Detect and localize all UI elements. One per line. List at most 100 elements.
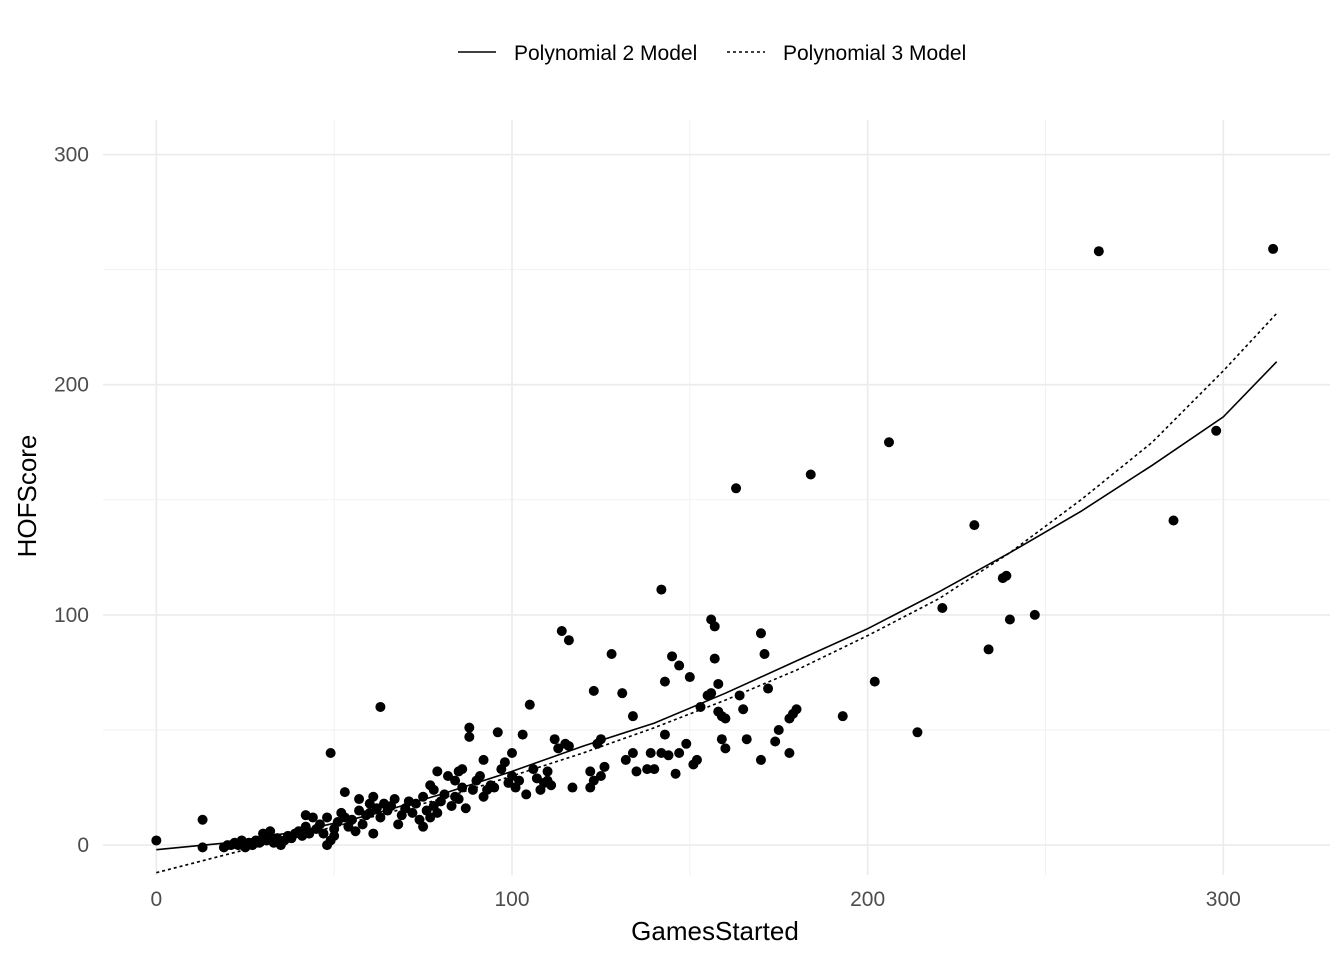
data-point <box>969 520 980 531</box>
data-point <box>642 764 653 775</box>
data-point <box>563 741 574 752</box>
data-point <box>450 775 461 786</box>
data-point <box>521 789 532 800</box>
data-point <box>531 773 542 784</box>
data-point <box>649 764 660 775</box>
legend-label-polynomial-3: Polynomial 3 Model <box>783 42 966 65</box>
data-point <box>432 766 443 777</box>
data-point <box>1001 570 1012 581</box>
data-point <box>684 672 695 683</box>
data-point <box>691 754 702 765</box>
data-point <box>393 819 404 830</box>
data-point <box>670 768 681 779</box>
data-point <box>151 835 162 846</box>
data-point <box>407 807 418 818</box>
data-point <box>595 771 606 782</box>
data-point <box>585 766 596 777</box>
data-point <box>524 699 535 710</box>
data-point <box>549 734 560 745</box>
data-point <box>912 727 923 738</box>
data-point <box>731 483 742 494</box>
data-point <box>667 651 678 662</box>
data-point <box>1029 609 1040 620</box>
data-point <box>453 794 464 805</box>
y-axis-ticks: 0 100 200 300 <box>54 144 89 858</box>
x-tick-label: 200 <box>850 888 885 911</box>
data-point <box>1168 515 1179 526</box>
y-tick-label: 300 <box>54 144 89 167</box>
data-point <box>706 688 717 699</box>
data-point <box>457 764 468 775</box>
data-point <box>265 826 276 837</box>
model-line-3 <box>156 312 1278 874</box>
data-point <box>645 748 656 759</box>
data-point <box>709 653 720 664</box>
data-point <box>371 803 382 814</box>
data-point <box>681 738 692 749</box>
data-point <box>656 584 667 595</box>
data-point <box>442 771 453 782</box>
data-point <box>563 635 574 646</box>
legend: Polynomial 2 Model Polynomial 3 Model <box>458 42 966 65</box>
data-point <box>741 734 752 745</box>
data-point <box>329 830 340 841</box>
x-axis-title: GamesStarted <box>631 916 799 946</box>
data-point <box>499 757 510 768</box>
data-point <box>322 812 333 823</box>
data-point <box>805 469 816 480</box>
data-point <box>197 814 208 825</box>
data-point <box>375 701 386 712</box>
data-point <box>325 748 336 759</box>
model-line-2 <box>156 361 1278 851</box>
data-point <box>627 748 638 759</box>
data-point <box>350 826 361 837</box>
y-tick-label: 200 <box>54 374 89 397</box>
data-point <box>446 800 457 811</box>
data-point <box>418 821 429 832</box>
data-point <box>489 782 500 793</box>
data-point <box>492 727 503 738</box>
data-point <box>432 807 443 818</box>
data-point <box>354 805 365 816</box>
data-point <box>720 713 731 724</box>
model-lines <box>156 312 1278 874</box>
data-point <box>659 676 670 687</box>
x-tick-label: 0 <box>151 888 163 911</box>
data-point <box>663 750 674 761</box>
data-point <box>588 685 599 696</box>
data-point <box>773 724 784 735</box>
data-point <box>354 794 365 805</box>
data-point <box>763 683 774 694</box>
data-point <box>542 766 553 777</box>
data-point <box>674 748 685 759</box>
data-point <box>357 819 368 830</box>
data-point <box>546 780 557 791</box>
data-point <box>713 678 724 689</box>
data-point <box>674 660 685 671</box>
data-point <box>553 743 564 754</box>
data-point <box>1268 243 1279 254</box>
data-point <box>659 729 670 740</box>
data-point <box>755 754 766 765</box>
data-point <box>937 602 948 613</box>
data-point <box>759 649 770 660</box>
data-point <box>869 676 880 687</box>
data-point <box>368 791 379 802</box>
data-point <box>197 842 208 853</box>
data-point <box>1093 246 1104 257</box>
data-point <box>599 761 610 772</box>
data-point <box>755 628 766 639</box>
y-axis-title: HOFScore <box>12 435 42 558</box>
data-point <box>514 775 525 786</box>
data-point <box>1211 425 1222 436</box>
legend-label-polynomial-2: Polynomial 2 Model <box>514 42 697 65</box>
data-point <box>464 731 475 742</box>
data-point <box>620 754 631 765</box>
data-point <box>307 812 318 823</box>
x-axis-ticks: 0 100 200 300 <box>151 888 1241 911</box>
data-point <box>770 736 781 747</box>
data-point <box>517 729 528 740</box>
data-point <box>709 621 720 632</box>
data-point <box>425 812 436 823</box>
data-point <box>738 704 749 715</box>
